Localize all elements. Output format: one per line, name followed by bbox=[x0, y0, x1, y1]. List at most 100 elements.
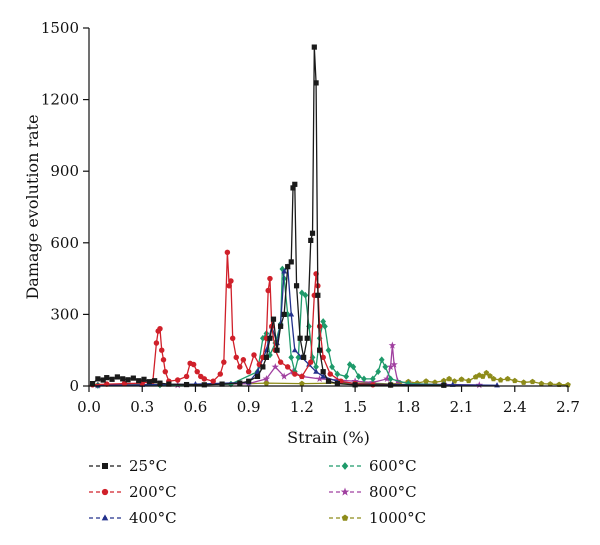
legend-item-400c: 400°C bbox=[89, 509, 177, 527]
data-point-25c-10 bbox=[141, 376, 147, 382]
data-point-200c-20 bbox=[217, 371, 224, 377]
legend-swatch-marker-200c bbox=[101, 488, 109, 496]
data-point-1000c-27 bbox=[520, 379, 527, 385]
x-tick-label-5: 1.5 bbox=[343, 398, 367, 416]
data-point-25c-27 bbox=[281, 311, 287, 317]
data-point-600c-16 bbox=[302, 291, 309, 299]
series-200c bbox=[89, 249, 394, 388]
data-point-25c-41 bbox=[317, 347, 323, 353]
x-tick-label-7: 2.1 bbox=[450, 398, 474, 416]
y-tick-label-5: 1500 bbox=[41, 19, 79, 37]
data-point-600c-14 bbox=[295, 353, 302, 361]
data-point-25c-7 bbox=[125, 377, 131, 383]
data-point-25c-34 bbox=[301, 354, 307, 360]
data-point-400c-11 bbox=[288, 311, 295, 317]
x-tick-label-3: 0.9 bbox=[237, 398, 261, 416]
data-point-25c-39 bbox=[313, 80, 319, 86]
data-point-600c-12 bbox=[288, 353, 295, 361]
x-tick-label-6: 1.8 bbox=[396, 398, 420, 416]
x-tick-label-4: 1.2 bbox=[290, 398, 314, 416]
data-point-25c-1 bbox=[95, 376, 101, 382]
data-point-600c-30 bbox=[361, 375, 367, 383]
data-point-800c-4 bbox=[271, 363, 279, 371]
data-point-25c-11 bbox=[146, 379, 152, 385]
data-point-25c-31 bbox=[292, 181, 298, 187]
data-point-25c-44 bbox=[334, 381, 340, 387]
data-point-200c-12 bbox=[174, 377, 181, 383]
data-point-1000c-22 bbox=[487, 372, 493, 379]
data-point-200c-34 bbox=[265, 287, 271, 294]
legend-label-25c: 25°C bbox=[129, 457, 167, 475]
data-point-600c-31 bbox=[369, 375, 376, 383]
data-point-800c-3 bbox=[262, 374, 271, 382]
series-line-800c bbox=[97, 344, 480, 387]
data-point-200c-7 bbox=[157, 325, 163, 332]
data-point-25c-37 bbox=[309, 230, 316, 236]
data-point-25c-20 bbox=[254, 373, 261, 380]
data-point-400c-12 bbox=[291, 347, 298, 353]
data-point-25c-0 bbox=[89, 381, 96, 387]
data-point-600c-21 bbox=[320, 318, 327, 325]
data-point-25c-26 bbox=[278, 323, 284, 329]
legend: 25°C 200°C 400°C 600°C 800°C 1000°C bbox=[89, 457, 426, 527]
data-point-25c-8 bbox=[130, 375, 136, 381]
legend-item-25c: 25°C bbox=[89, 457, 167, 475]
data-point-200c-27 bbox=[237, 364, 243, 370]
data-point-200c-46 bbox=[316, 323, 323, 330]
data-point-25c-25 bbox=[274, 347, 280, 353]
data-point-25c-46 bbox=[387, 382, 394, 388]
series-25c bbox=[89, 44, 447, 388]
data-point-1000c-21 bbox=[483, 369, 490, 376]
data-point-200c-39 bbox=[284, 364, 291, 370]
data-point-200c-24 bbox=[228, 278, 234, 284]
legend-label-1000c: 1000°C bbox=[369, 509, 426, 527]
data-point-600c-23 bbox=[325, 346, 332, 354]
data-point-200c-42 bbox=[308, 359, 314, 365]
data-point-25c-42 bbox=[320, 369, 326, 375]
data-point-200c-35 bbox=[267, 275, 273, 282]
data-point-200c-19 bbox=[210, 378, 216, 384]
data-point-25c-43 bbox=[325, 378, 332, 384]
data-point-200c-40 bbox=[292, 371, 298, 377]
data-point-25c-18 bbox=[237, 380, 243, 386]
data-point-800c-5 bbox=[280, 372, 288, 380]
data-point-600c-17 bbox=[306, 322, 312, 330]
data-point-1000c-25 bbox=[504, 375, 511, 382]
data-point-600c-4 bbox=[259, 334, 266, 342]
data-point-200c-13 bbox=[183, 373, 190, 380]
data-point-1000c-24 bbox=[497, 377, 504, 383]
data-point-400c-4 bbox=[254, 368, 261, 374]
data-point-25c-21 bbox=[260, 364, 266, 370]
data-point-800c-13 bbox=[386, 363, 395, 371]
data-point-1000c-20 bbox=[480, 373, 486, 379]
data-point-25c-33 bbox=[297, 335, 303, 341]
data-point-200c-41 bbox=[299, 373, 305, 380]
data-point-25c-6 bbox=[120, 376, 126, 382]
y-tick-label-2: 600 bbox=[50, 234, 79, 252]
data-point-600c-27 bbox=[346, 361, 353, 368]
data-point-200c-26 bbox=[233, 354, 239, 361]
x-tick-label-9: 2.7 bbox=[556, 398, 580, 416]
data-point-200c-9 bbox=[160, 357, 167, 363]
data-point-25c-4 bbox=[109, 376, 115, 382]
data-point-1000c-4 bbox=[299, 380, 305, 387]
data-point-25c-17 bbox=[219, 381, 225, 387]
y-tick-label-0: 0 bbox=[69, 377, 79, 395]
data-point-600c-33 bbox=[378, 356, 385, 364]
data-point-400c-15 bbox=[313, 368, 319, 374]
data-point-1000c-3 bbox=[263, 380, 270, 386]
data-point-200c-22 bbox=[224, 249, 231, 256]
data-point-1000c-29 bbox=[538, 380, 545, 387]
data-point-800c-15 bbox=[390, 360, 398, 368]
data-point-600c-29 bbox=[355, 373, 362, 380]
data-point-25c-19 bbox=[246, 378, 252, 384]
y-tick-label-4: 1200 bbox=[41, 91, 79, 109]
data-point-600c-34 bbox=[382, 363, 389, 371]
data-point-400c-9 bbox=[281, 268, 288, 274]
data-point-200c-23 bbox=[226, 283, 232, 289]
data-point-25c-12 bbox=[152, 378, 158, 384]
data-point-200c-38 bbox=[277, 359, 284, 365]
data-point-25c-35 bbox=[304, 335, 310, 341]
x-tick-label-8: 2.4 bbox=[503, 398, 527, 416]
